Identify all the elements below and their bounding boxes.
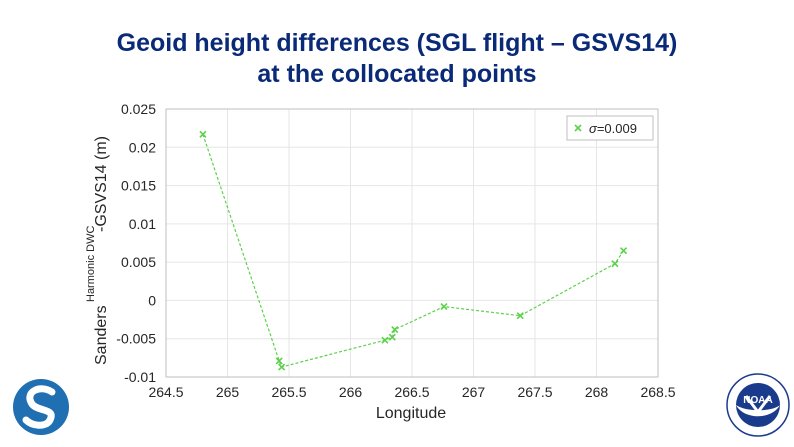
y-tick-label: 0.02 bbox=[129, 139, 156, 155]
x-tick-label: 268.5 bbox=[640, 384, 675, 400]
data-point bbox=[381, 336, 389, 344]
y-tick-label: -0.005 bbox=[116, 331, 156, 347]
y-axis-label-part-3: -GSVS14 (m) bbox=[93, 136, 110, 232]
x-tick-label: 265.5 bbox=[271, 384, 306, 400]
x-tick-label: 266.5 bbox=[394, 384, 429, 400]
series-line bbox=[202, 134, 625, 368]
grid-lines bbox=[165, 108, 659, 378]
data-point bbox=[391, 325, 399, 334]
ngs-logo bbox=[13, 379, 69, 435]
data-points bbox=[199, 130, 628, 371]
y-tick-label: 0.01 bbox=[129, 216, 156, 232]
title-line-1: Geoid height differences (SGL flight – G… bbox=[116, 29, 678, 57]
y-tick-labels: -0.01 -0.005 0 0.005 0.01 0.015 0.02 0.025 bbox=[116, 101, 156, 385]
y-axis-label-part-2: Harmonic DWC bbox=[85, 226, 97, 302]
y-axis-label: Sanders Harmonic DWC -GSVS14 (m) bbox=[85, 136, 110, 365]
x-tick-label: 267 bbox=[462, 384, 486, 400]
legend-box bbox=[566, 115, 654, 141]
slide-title: Geoid height differences (SGL flight – G… bbox=[0, 28, 794, 90]
x-tick-labels: 264.5 265 265.5 266 266.5 267 267.5 268 268.5 bbox=[148, 384, 675, 400]
x-tick-label: 268 bbox=[585, 384, 609, 400]
legend-marker-x bbox=[574, 124, 582, 132]
x-tick-label: 265 bbox=[216, 384, 240, 400]
y-axis-label-part-1: Sanders bbox=[93, 305, 110, 365]
noaa-logo-lettering: NOAA bbox=[743, 395, 772, 406]
data-point bbox=[275, 357, 283, 365]
y-tick-label: 0.025 bbox=[121, 101, 156, 117]
data-point bbox=[619, 247, 628, 255]
data-point bbox=[278, 363, 286, 371]
y-tick-label: 0 bbox=[148, 292, 156, 308]
x-tick-label: 267.5 bbox=[517, 384, 552, 400]
legend-label: σ=0.009 bbox=[589, 121, 637, 136]
legend: σ=0.009 bbox=[566, 115, 654, 141]
legend-marker bbox=[574, 124, 582, 132]
data-point bbox=[388, 333, 396, 341]
y-tick-label: 0.005 bbox=[121, 254, 156, 270]
noaa-logo: NOAA bbox=[726, 373, 790, 437]
y-tick-label: -0.01 bbox=[124, 369, 156, 385]
x-axis-label: Longitude bbox=[376, 405, 446, 422]
data-point bbox=[516, 312, 524, 320]
x-tick-label: 266 bbox=[339, 384, 363, 400]
x-tick-label: 264.5 bbox=[148, 384, 183, 400]
legend-sigma: σ bbox=[589, 121, 598, 136]
legend-value: =0.009 bbox=[597, 121, 637, 136]
plot-frame bbox=[165, 108, 659, 378]
title-line-2: at the collocated points bbox=[257, 60, 537, 88]
y-tick-label: 0.015 bbox=[121, 178, 156, 194]
data-point bbox=[440, 302, 448, 311]
data-point bbox=[611, 260, 619, 268]
data-point bbox=[199, 130, 207, 138]
